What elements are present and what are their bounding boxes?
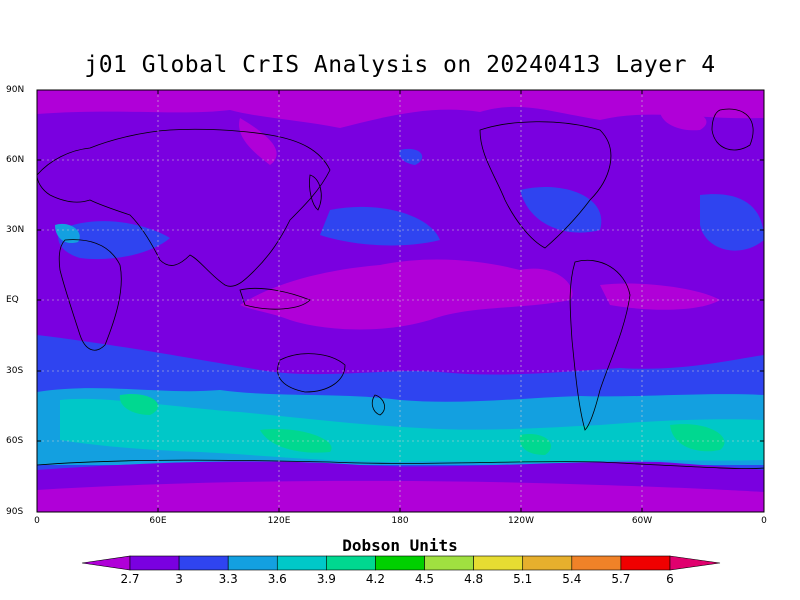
colorbar-swatch [424, 555, 474, 571]
coast-eurasia [37, 128, 331, 287]
field-tropical-atlantic [600, 283, 720, 310]
y-tick-label: 30S [6, 366, 24, 376]
field-mideast-cyan [55, 223, 80, 244]
coast-north-america [479, 121, 612, 249]
coastlines [37, 108, 764, 469]
colorbar-swatch [620, 555, 671, 571]
colorbar-swatch [178, 555, 229, 571]
field-s-australia-max [260, 429, 332, 453]
coast-indonesia [239, 287, 311, 310]
y-tick-label: 90N [6, 85, 25, 95]
colorbar-swatch [522, 555, 573, 571]
coast-new-zealand [371, 394, 385, 416]
colorbar-tick-label: 5.7 [611, 572, 631, 586]
x-tick-label: 120W [507, 516, 535, 526]
x-tick-label: 0 [34, 516, 40, 526]
colorbar-tick-label: 5.1 [513, 572, 533, 586]
ozone-field [37, 90, 764, 512]
field-south-teal [60, 398, 764, 463]
field-s-indian-max [119, 394, 159, 415]
coast-japan [309, 174, 322, 211]
field-greenland [660, 110, 707, 131]
colorbar-swatch [571, 555, 622, 571]
field-s-pacific-max [519, 434, 551, 455]
colorbar [81, 555, 721, 571]
x-tick-label: 0 [761, 516, 767, 526]
field-antarctic-low [37, 480, 764, 512]
colorbar-swatch [375, 555, 425, 571]
colorbar-swatch [276, 555, 327, 571]
coast-antarctica [37, 459, 764, 469]
colorbar-swatch [326, 555, 376, 571]
colorbar-tick-label: 3.9 [316, 572, 336, 586]
y-tick-label: 60N [6, 155, 25, 165]
field-namerica-blue [520, 186, 602, 233]
colorbar-arrow-high [669, 555, 721, 571]
field-s-atlantic-max [670, 424, 725, 452]
coast-australia [277, 353, 346, 393]
colorbar-tick-label: 4.5 [414, 572, 435, 586]
x-tick-label: 60E [149, 516, 167, 526]
colorbar-tick-label: 4.8 [464, 572, 484, 586]
colorbar-swatch [227, 555, 278, 571]
colorbar-tick-label: 6 [666, 572, 674, 586]
field-npacific-blue [320, 206, 440, 246]
field-siberia-blue [399, 148, 423, 165]
field-tropical-pacific [240, 259, 573, 330]
field-nafrica-blue [58, 221, 170, 260]
colorbar-tick-label: 3.6 [267, 572, 287, 586]
coast-south-america [569, 260, 631, 431]
colorbar-swatch [473, 555, 524, 571]
x-tick-label: 120E [267, 516, 291, 526]
colorbar-arrow-low [81, 555, 131, 571]
coast-greenland [711, 108, 754, 151]
y-tick-label: EQ [6, 295, 19, 305]
y-tick-label: 60S [6, 436, 24, 446]
coast-africa [58, 239, 122, 351]
colorbar-tick-label: 3.3 [218, 572, 238, 586]
x-tick-label: 60W [631, 516, 653, 526]
field-natlantic-blue [700, 194, 764, 251]
field-arctic-high [37, 90, 764, 128]
colorbar-tick-label: 3 [175, 572, 183, 586]
colorbar-swatch [129, 555, 180, 571]
colorbar-tick-label: 2.7 [120, 572, 140, 586]
graticule [37, 90, 764, 512]
x-tick-label: 180 [391, 516, 409, 526]
colorbar-label: Dobson Units [342, 536, 458, 555]
colorbar-tick-label: 4.2 [365, 572, 385, 586]
map-title: j01 Global CrIS Analysis on 20240413 Lay… [84, 52, 716, 78]
axis-ticks [37, 89, 764, 513]
colorbar-tick-label: 5.4 [562, 572, 582, 586]
y-tick-label: 90S [6, 507, 24, 517]
y-tick-label: 30N [6, 225, 25, 235]
field-asia-plume [239, 118, 277, 165]
